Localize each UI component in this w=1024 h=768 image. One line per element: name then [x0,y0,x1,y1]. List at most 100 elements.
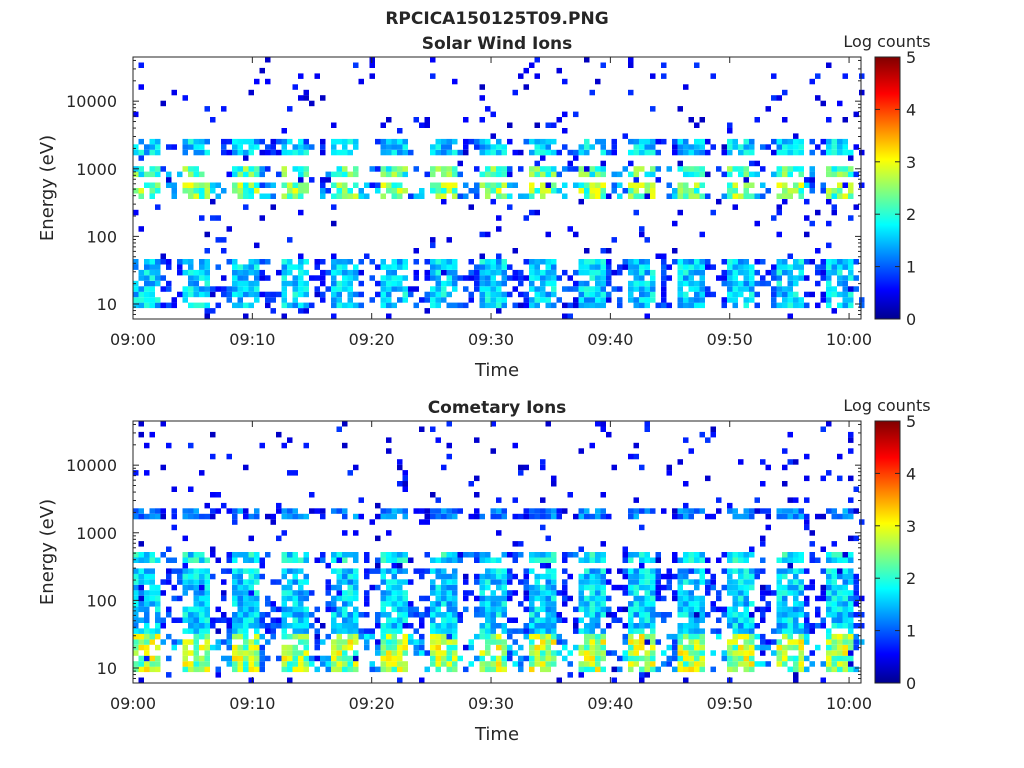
heatmap-cell [512,269,518,276]
heatmap-cell [826,508,832,514]
heatmap-cell [523,291,529,298]
heatmap-cell [292,601,298,607]
heatmap-cell [402,138,408,145]
heatmap-cell [314,259,320,265]
heatmap-cell [204,633,210,640]
heatmap-cell [501,601,507,607]
heatmap-cell [650,557,656,563]
heatmap-cell [600,171,606,178]
heatmap-cell [688,595,694,602]
heatmap-cell [149,182,155,188]
heatmap-cell [287,138,293,145]
heatmap-cell [584,568,590,574]
heatmap-cell [375,291,381,298]
heatmap-cell [694,595,700,602]
heatmap-cell [281,573,287,580]
heatmap-cell [699,302,705,309]
heatmap-cell [479,149,485,156]
heatmap-cell [639,231,645,238]
heatmap-cell [694,166,700,172]
heatmap-cell [540,464,546,471]
heatmap-cell [144,628,150,634]
heatmap-cell [787,568,793,574]
heatmap-cell [248,557,254,563]
heatmap-cell [391,286,397,292]
heatmap-cell [584,628,590,634]
heatmap-cell [430,628,436,634]
heatmap-cell [534,302,540,309]
heatmap-cell [490,286,496,292]
heatmap-cell [677,628,683,634]
heatmap-cell [160,166,166,172]
heatmap-cell [776,95,782,101]
heatmap-cell [397,182,403,188]
heatmap-cell [138,584,144,591]
heatmap-cell [452,650,458,656]
heatmap-cell [760,144,766,150]
heatmap-cell [226,259,232,265]
heatmap-cell [804,623,810,629]
heatmap-cell [556,508,562,514]
heatmap-cell [584,579,590,585]
heatmap-cell [837,650,843,656]
heatmap-cell [776,149,782,156]
heatmap-cell [452,568,458,574]
heatmap-cell [617,182,623,188]
heatmap-cell [688,666,694,673]
heatmap-cell [600,297,606,303]
heatmap-cell [501,149,507,156]
heatmap-cell [166,606,172,613]
heatmap-cell [226,639,232,645]
heatmap-cell [232,275,238,281]
heatmap-cell [699,573,705,580]
heatmap-cell [402,508,408,514]
heatmap-cell [859,612,865,618]
heatmap-cell [551,612,557,618]
heatmap-cell [826,595,832,602]
heatmap-cell [287,193,293,199]
heatmap-cell [705,171,711,178]
heatmap-cell [320,280,326,287]
heatmap-cell [848,497,854,503]
heatmap-cell [650,661,656,667]
heatmap-cell [193,650,199,656]
heatmap-cell [171,568,177,574]
heatmap-cell [743,177,749,183]
heatmap-cell [386,117,392,123]
heatmap-cell [782,464,788,471]
heatmap-cell [694,193,700,199]
heatmap-cell [204,655,210,662]
heatmap-cell [853,623,859,629]
heatmap-cell [782,655,788,662]
heatmap-cell [237,612,243,618]
heatmap-cell [694,557,700,563]
heatmap-cell [628,590,634,596]
heatmap-cell [562,128,568,134]
heatmap-cell [479,231,485,238]
heatmap-cell [562,508,568,514]
heatmap-cell [287,188,293,194]
heatmap-cell [776,557,782,563]
heatmap-cell [138,595,144,602]
heatmap-cell [771,639,777,645]
heatmap-cell [639,524,645,531]
heatmap-cell [353,264,359,270]
heatmap-cell [292,655,298,662]
y-tick-label: 100 [86,227,117,246]
heatmap-cell [760,275,766,281]
heatmap-cell [694,182,700,188]
heatmap-cell [644,149,650,156]
heatmap-cell [155,149,161,156]
heatmap-cell [342,590,348,596]
heatmap-cell [298,209,304,216]
heatmap-cell [479,513,485,520]
heatmap-cell [804,215,810,221]
heatmap-cell [254,573,260,580]
heatmap-cell [683,573,689,580]
heatmap-cell [749,666,755,673]
heatmap-cell [644,171,650,178]
heatmap-cell [166,655,172,662]
heatmap-cell [424,568,430,574]
heatmap-cell [199,612,205,618]
heatmap-cell [644,617,650,623]
